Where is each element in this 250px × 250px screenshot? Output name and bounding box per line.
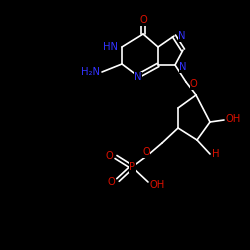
Text: OH: OH (150, 180, 165, 190)
Text: HN: HN (103, 42, 118, 52)
Text: N: N (134, 72, 142, 82)
Text: P: P (129, 162, 135, 172)
Text: H₂N: H₂N (81, 67, 100, 77)
Text: N: N (179, 62, 186, 72)
Text: O: O (107, 177, 115, 187)
Text: O: O (142, 147, 150, 157)
Text: O: O (139, 15, 147, 25)
Text: N: N (178, 31, 186, 41)
Text: O: O (105, 151, 113, 161)
Text: OH: OH (226, 114, 241, 124)
Text: H: H (212, 149, 220, 159)
Text: O: O (190, 79, 198, 89)
